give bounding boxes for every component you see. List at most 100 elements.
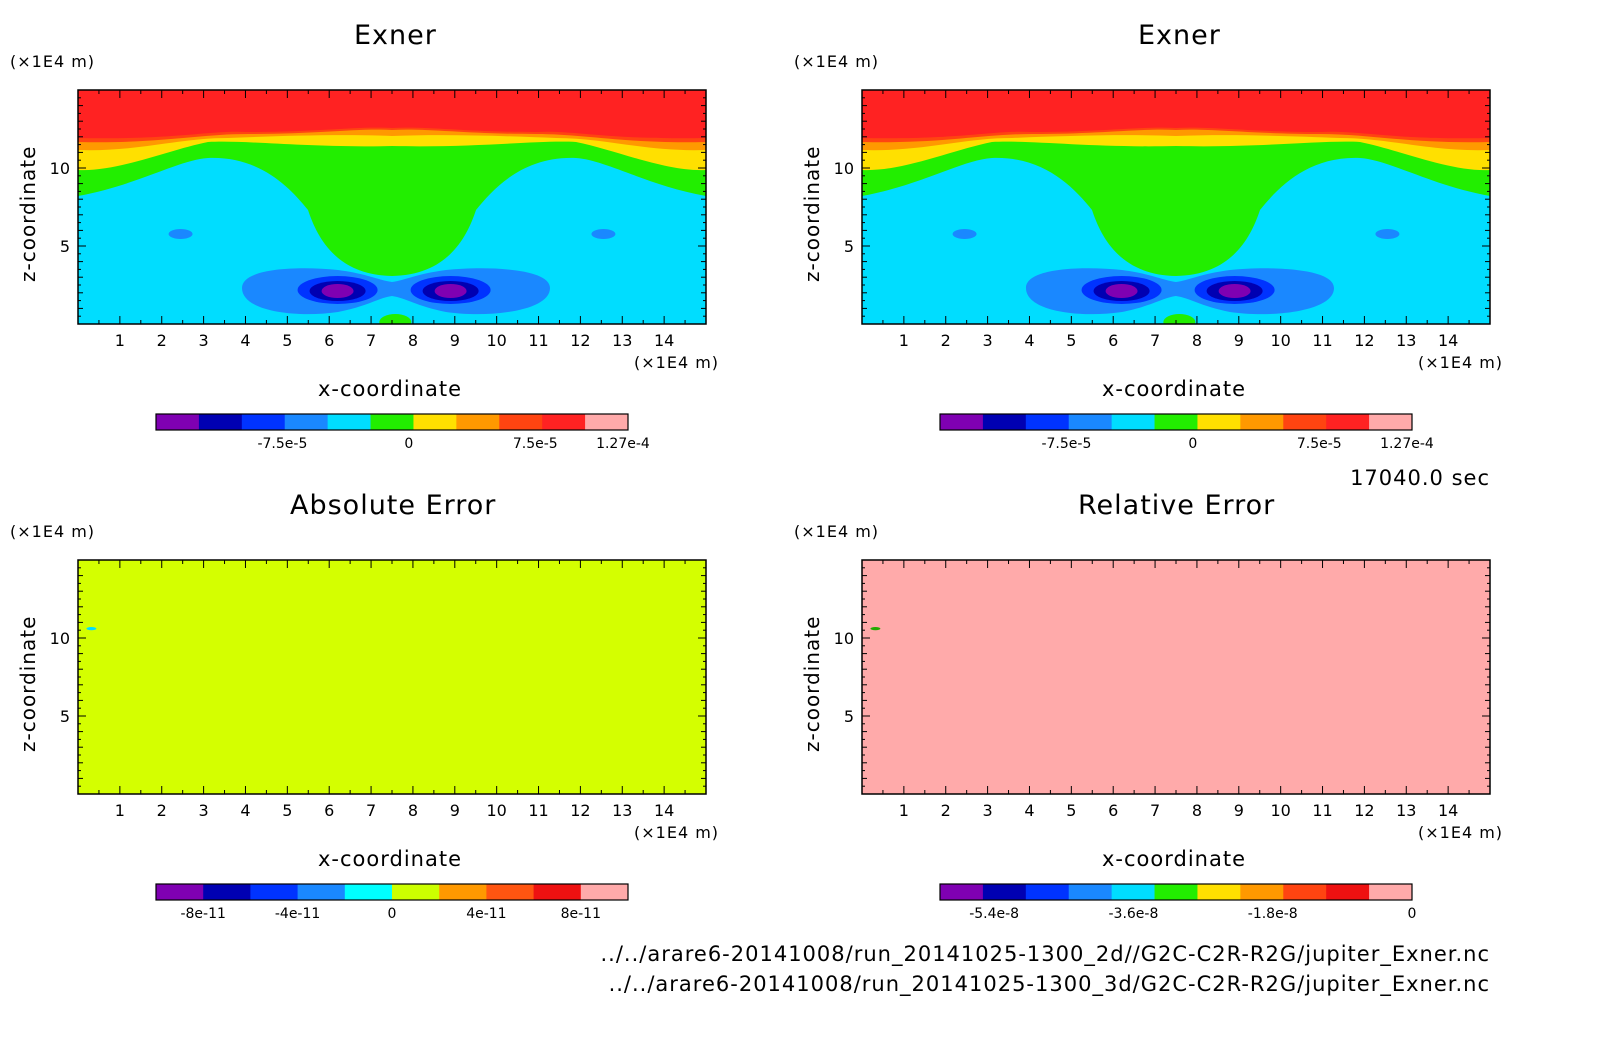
x-tick-label: 10 — [1270, 801, 1290, 820]
plot-area — [862, 90, 1490, 324]
x-unit-label: (×1E4 m) — [1418, 353, 1504, 372]
x-axis-title: x-coordinate — [318, 847, 463, 871]
x-tick-label: 9 — [1234, 801, 1244, 820]
contour-fill — [862, 90, 1490, 324]
colorbar-swatch — [198, 414, 243, 430]
x-tick-label: 11 — [528, 801, 548, 820]
plot-area — [78, 560, 706, 794]
x-tick-label: 10 — [486, 801, 506, 820]
colorbar-swatch — [284, 414, 329, 430]
x-tick-label: 6 — [1108, 331, 1118, 350]
colorbar-swatch — [982, 414, 1027, 430]
colorbar-swatch — [1283, 414, 1327, 430]
colorbar-frame — [939, 883, 1413, 901]
colorbar: -7.5e-5 0 7.5e-5 1.27e-4 — [939, 413, 1434, 452]
contour-fill — [78, 90, 706, 324]
chart-title: Absolute Error — [290, 490, 497, 521]
colorbar-swatch — [982, 884, 1027, 900]
x-unit-label: (×1E4 m) — [1418, 823, 1504, 842]
colorbar-swatch — [327, 414, 372, 430]
y-tick-label: 5 — [844, 707, 854, 726]
colorbar-swatch — [1240, 414, 1284, 430]
x-tick-label: 8 — [408, 331, 418, 350]
colorbar-tick-label: -5.4e-8 — [969, 906, 1019, 922]
colorbar-swatch — [1154, 414, 1198, 430]
contour-low-left-core — [1105, 284, 1138, 298]
x-unit-label: (×1E4 m) — [634, 823, 720, 842]
x-tick-label: 3 — [983, 801, 993, 820]
x-tick-label: 3 — [199, 801, 209, 820]
x-tick-label: 12 — [1354, 331, 1374, 350]
colorbar-swatch — [1369, 884, 1413, 900]
colorbar-tick-label: 7.5e-5 — [513, 436, 558, 452]
colorbar-swatch — [156, 884, 204, 900]
x-tick-label: 7 — [1150, 331, 1160, 350]
y-tick-label: 5 — [60, 707, 70, 726]
colorbar-swatch — [413, 414, 457, 430]
colorbar-swatch — [456, 414, 500, 430]
x-tick-label: 5 — [282, 331, 292, 350]
panel-exner-3d: Exner (×1E4 m) z-coordinate (×1E4 m) x-c… — [784, 0, 1564, 470]
x-tick-label: 13 — [1396, 331, 1416, 350]
panel-relative-error: Relative Error (×1E4 m) z-coordinate (×1… — [784, 470, 1564, 940]
contour-level-red — [862, 90, 1490, 139]
contour-level-red — [78, 90, 706, 139]
plot-area — [78, 90, 706, 324]
colorbar-swatch — [940, 414, 984, 430]
colorbar-swatch — [370, 414, 414, 430]
x-tick-label: 13 — [1396, 801, 1416, 820]
file-path-3d: ../../arare6-20141008/run_20141025-1300_… — [608, 972, 1490, 996]
x-tick-label: 13 — [612, 801, 632, 820]
colorbar-swatch — [533, 884, 582, 900]
colorbar-frame — [939, 413, 1413, 431]
uniform-field — [78, 560, 706, 794]
uniform-field — [862, 560, 1490, 794]
contour-bottom-green — [379, 314, 412, 324]
colorbar-frame — [155, 413, 629, 431]
x-tick-label: 2 — [941, 331, 951, 350]
colorbar-tick-label: 7.5e-5 — [1297, 436, 1342, 452]
x-tick-label: 10 — [1270, 331, 1290, 350]
x-tick-label: 12 — [570, 331, 590, 350]
colorbar-swatch — [1025, 884, 1070, 900]
x-tick-label: 1 — [115, 801, 125, 820]
contour-blob-left — [168, 229, 193, 239]
chart-title: Exner — [1138, 20, 1221, 51]
x-tick-label: 4 — [240, 331, 250, 350]
y-tick-label: 10 — [834, 629, 854, 648]
x-tick-label: 14 — [654, 801, 674, 820]
colorbar-tick-label: -7.5e-5 — [257, 436, 307, 452]
x-tick-label: 11 — [1312, 331, 1332, 350]
x-tick-label: 1 — [899, 801, 909, 820]
colorbar-swatch — [241, 414, 286, 430]
colorbar-swatch — [1240, 884, 1284, 900]
x-tick-label: 5 — [1066, 801, 1076, 820]
colorbar: -7.5e-5 0 7.5e-5 1.27e-4 — [155, 413, 650, 452]
colorbar-tick-label: -3.6e-8 — [1108, 906, 1158, 922]
x-axis-title: x-coordinate — [1102, 377, 1247, 401]
colorbar-swatch — [1068, 414, 1113, 430]
colorbar-swatch — [580, 884, 629, 900]
x-tick-label: 5 — [282, 801, 292, 820]
x-tick-label: 1 — [115, 331, 125, 350]
panel-absolute-error: Absolute Error (×1E4 m) z-coordinate (×1… — [0, 470, 780, 940]
colorbar-swatch — [1068, 884, 1113, 900]
x-tick-label: 8 — [408, 801, 418, 820]
x-tick-label: 7 — [1150, 801, 1160, 820]
file-path-2d: ../../arare6-20141008/run_20141025-1300_… — [600, 942, 1490, 966]
x-tick-label: 4 — [1024, 331, 1034, 350]
contour-low-right-core — [434, 284, 467, 298]
x-tick-label: 4 — [240, 801, 250, 820]
colorbar-swatch — [1326, 414, 1370, 430]
y-unit-label: (×1E4 m) — [794, 52, 880, 71]
x-tick-label: 3 — [199, 331, 209, 350]
colorbar-swatch — [1283, 884, 1327, 900]
x-tick-label: 6 — [324, 331, 334, 350]
contour-bottom-green — [1163, 314, 1196, 324]
colorbar-tick-label: -4e-11 — [275, 906, 320, 922]
colorbar-swatch — [344, 884, 393, 900]
x-tick-label: 6 — [1108, 801, 1118, 820]
